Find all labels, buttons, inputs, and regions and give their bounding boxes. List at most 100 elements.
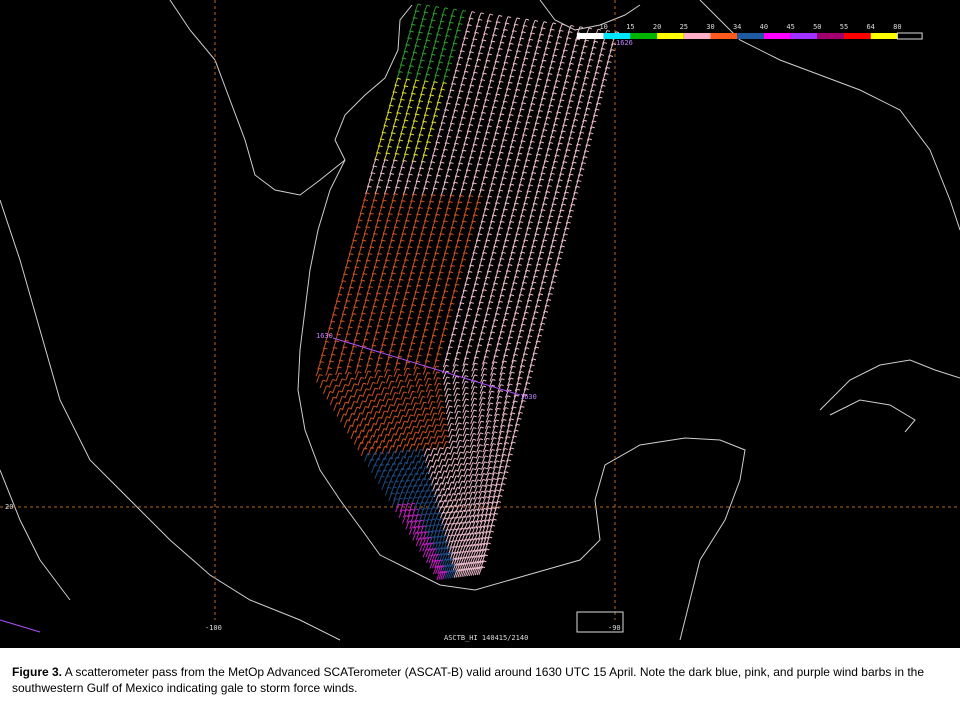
barb-flag (557, 42, 561, 45)
wind-barb (512, 202, 519, 212)
wind-barb (512, 239, 519, 249)
barb-shaft (516, 115, 521, 124)
wind-barb (427, 26, 434, 35)
barb-flag (574, 81, 579, 84)
barb-shaft (383, 152, 388, 162)
barb-shaft (534, 153, 539, 163)
barb-flag (342, 280, 346, 283)
barb-shaft (439, 155, 444, 164)
barb-flag (490, 79, 495, 82)
wind-barb (434, 67, 442, 77)
wind-barb (518, 140, 526, 149)
barb-shaft (472, 65, 477, 74)
barb-flag (485, 66, 489, 69)
barb-shaft (469, 258, 474, 267)
barb-shaft (571, 119, 576, 128)
wind-barb (438, 122, 446, 131)
barb-shaft (543, 117, 548, 126)
barb-flag (492, 40, 496, 43)
wind-barb (573, 38, 581, 48)
barb-shaft (459, 258, 464, 268)
barb-shaft (421, 46, 426, 55)
barb-flag (522, 102, 526, 105)
barb-flag (427, 284, 431, 287)
wind-barb (504, 233, 511, 242)
barb-flag (525, 89, 530, 92)
barb-flag (407, 146, 411, 149)
barb-flag (415, 79, 420, 82)
barb-flag (558, 36, 562, 38)
barb-shaft (515, 44, 520, 53)
barb-flag (528, 227, 532, 230)
barb-flag (506, 22, 510, 25)
barb-shaft (444, 207, 449, 217)
barb-flag (406, 112, 411, 115)
barb-flag (606, 66, 611, 69)
barb-shaft (386, 213, 391, 222)
barb-flag (575, 44, 579, 47)
barb-flag (425, 114, 429, 117)
wind-barb (440, 258, 448, 268)
barb-shaft (589, 120, 594, 130)
barb-shaft (589, 47, 594, 56)
wind-barb (573, 185, 580, 195)
wind-barb (445, 28, 452, 38)
barb-flag (576, 38, 581, 41)
barb-shaft (390, 266, 395, 275)
barb-shaft (410, 193, 415, 203)
wind-barb (504, 88, 511, 97)
barb-shaft (424, 174, 429, 183)
wind-barb (505, 263, 513, 273)
wind-barb (462, 103, 470, 113)
wind-barb (542, 197, 549, 206)
barb-shaft (582, 77, 587, 86)
wind-barb (554, 73, 562, 83)
barb-shaft (571, 155, 576, 165)
wind-barb (480, 72, 487, 82)
wind-barb (550, 92, 557, 102)
barb-shaft (465, 201, 469, 211)
wind-barb (507, 220, 515, 230)
barb-shaft (539, 59, 544, 69)
wind-barb (574, 106, 582, 116)
barb-flag (419, 100, 424, 103)
map: 1630 1630 1626 -100 -90 20 ASCTB_HI 1404… (0, 0, 960, 648)
wind-barb (471, 104, 479, 114)
barb-shaft (569, 125, 574, 134)
barb-flag (359, 219, 363, 222)
wind-barb (576, 137, 583, 147)
graticule (0, 0, 960, 620)
barb-flag (450, 55, 454, 58)
barb-shaft (554, 185, 559, 194)
barb-flag (478, 233, 483, 236)
barb-flag (531, 103, 536, 106)
barb-flag (593, 120, 597, 123)
wind-barb (388, 132, 396, 141)
wind-barb (556, 29, 564, 39)
barb-flag (585, 113, 589, 116)
barb-shaft (447, 56, 452, 65)
barb-shaft (407, 133, 412, 143)
barb-flag (554, 233, 559, 236)
wind-barb (441, 41, 449, 51)
barb-flag (439, 95, 444, 98)
wind-barb (358, 279, 366, 289)
wind-barb (532, 159, 540, 169)
barb-shaft (491, 67, 495, 76)
barb-shaft (532, 122, 537, 131)
barb-flag (447, 102, 451, 105)
wind-barb (461, 37, 469, 46)
wind-barb (482, 170, 490, 179)
wind-barb (474, 25, 481, 34)
barb-shaft (555, 36, 560, 45)
wind-barb (406, 278, 414, 288)
barb-flag (435, 181, 440, 184)
barb-shaft (531, 90, 536, 100)
wind-barb (562, 118, 569, 127)
barb-shaft (568, 94, 573, 103)
barb-flag (416, 113, 420, 116)
wind-barb (432, 6, 440, 15)
wind-barb (467, 84, 475, 94)
barb-flag (498, 157, 503, 160)
wind-barb (431, 81, 438, 90)
